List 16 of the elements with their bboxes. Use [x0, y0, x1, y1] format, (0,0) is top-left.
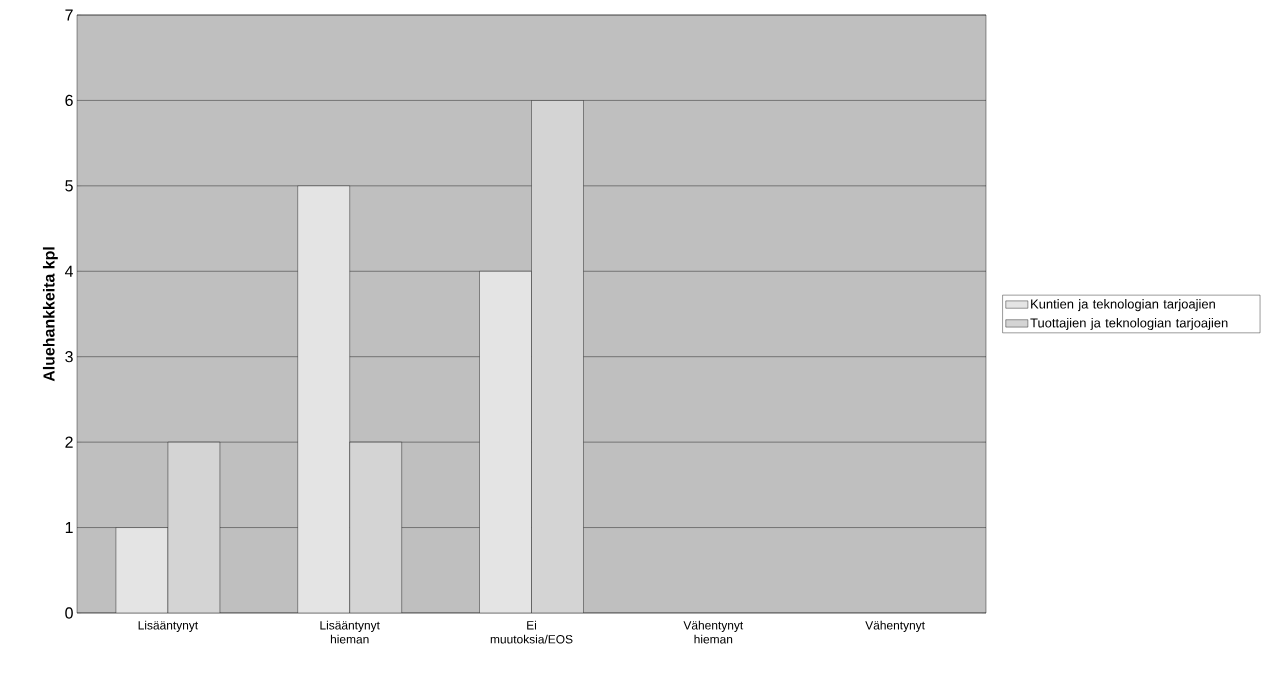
x-tick-label: Ei muutoksia/EOS [490, 620, 573, 644]
x-tick-label: Vähentynyt hieman [683, 620, 744, 644]
y-axis-title: Aluehankkeita kpl [42, 247, 58, 382]
y-tick-label: 7 [65, 9, 73, 21]
y-tick-label: 4 [64, 265, 74, 277]
legend-label: Kuntien ja teknologian tarjoajien [1031, 299, 1215, 312]
y-tick-label: 6 [65, 94, 73, 107]
legend-label: Tuottajien ja teknologian tarjoajien [1030, 317, 1228, 331]
x-tick-label: Lisääntynyt [138, 620, 199, 632]
x-tick-label: Lisääntynyt hieman [320, 620, 380, 644]
y-tick-label: 5 [65, 180, 73, 192]
y-tick-label: 1 [65, 522, 73, 534]
y-tick-label: 0 [65, 607, 73, 619]
y-tick-label: 3 [65, 351, 73, 363]
y-tick-label: 2 [65, 436, 73, 448]
x-tick-label: Vähentynyt [865, 620, 925, 632]
